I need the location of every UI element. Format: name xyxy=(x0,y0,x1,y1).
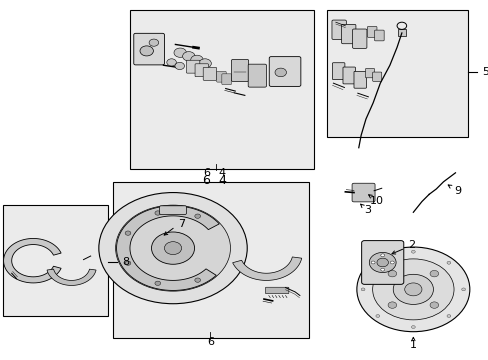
Circle shape xyxy=(429,302,438,308)
Circle shape xyxy=(356,247,469,332)
Bar xyxy=(130,10,314,169)
Circle shape xyxy=(164,242,181,255)
Circle shape xyxy=(387,302,396,308)
Circle shape xyxy=(151,232,194,264)
FancyBboxPatch shape xyxy=(352,29,366,48)
Circle shape xyxy=(446,261,450,264)
Circle shape xyxy=(410,325,414,328)
Polygon shape xyxy=(116,206,219,291)
Text: 3: 3 xyxy=(363,206,370,216)
Circle shape xyxy=(115,205,230,291)
Circle shape xyxy=(429,270,438,277)
Text: 4: 4 xyxy=(218,174,226,186)
Polygon shape xyxy=(3,238,61,283)
Circle shape xyxy=(372,259,453,320)
Bar xyxy=(326,10,468,137)
Bar xyxy=(113,182,309,338)
Circle shape xyxy=(194,214,200,218)
FancyBboxPatch shape xyxy=(195,64,208,77)
FancyBboxPatch shape xyxy=(269,57,300,86)
FancyBboxPatch shape xyxy=(134,33,164,65)
FancyBboxPatch shape xyxy=(372,72,381,81)
FancyBboxPatch shape xyxy=(397,29,406,36)
Circle shape xyxy=(380,268,384,271)
FancyBboxPatch shape xyxy=(231,59,248,81)
Circle shape xyxy=(370,261,374,264)
FancyBboxPatch shape xyxy=(222,74,231,85)
Circle shape xyxy=(392,274,432,305)
FancyBboxPatch shape xyxy=(374,30,384,41)
Text: 6: 6 xyxy=(206,337,213,347)
FancyBboxPatch shape xyxy=(341,24,355,44)
Text: 6: 6 xyxy=(202,174,210,186)
Text: 5: 5 xyxy=(481,67,488,77)
Polygon shape xyxy=(47,269,96,285)
FancyBboxPatch shape xyxy=(366,27,376,37)
Circle shape xyxy=(376,258,387,267)
Polygon shape xyxy=(232,257,301,280)
Text: 8: 8 xyxy=(122,257,129,267)
Circle shape xyxy=(361,288,364,291)
Circle shape xyxy=(155,281,161,285)
Circle shape xyxy=(140,46,153,56)
FancyBboxPatch shape xyxy=(353,71,366,88)
Circle shape xyxy=(199,59,211,68)
Circle shape xyxy=(175,62,184,69)
FancyBboxPatch shape xyxy=(342,67,355,84)
Circle shape xyxy=(461,288,465,291)
Text: 2: 2 xyxy=(407,240,414,250)
FancyBboxPatch shape xyxy=(265,287,288,294)
Circle shape xyxy=(166,59,176,66)
Circle shape xyxy=(125,261,131,265)
Circle shape xyxy=(99,193,247,304)
FancyBboxPatch shape xyxy=(216,71,226,82)
Circle shape xyxy=(194,278,200,282)
Circle shape xyxy=(404,283,421,296)
Circle shape xyxy=(446,315,450,318)
Circle shape xyxy=(149,39,158,46)
Circle shape xyxy=(410,250,414,253)
FancyBboxPatch shape xyxy=(332,63,344,80)
FancyBboxPatch shape xyxy=(248,64,266,87)
Text: 7: 7 xyxy=(178,219,185,229)
FancyBboxPatch shape xyxy=(203,67,216,80)
Circle shape xyxy=(387,270,396,277)
FancyBboxPatch shape xyxy=(365,68,374,78)
FancyBboxPatch shape xyxy=(159,206,186,215)
FancyBboxPatch shape xyxy=(186,60,200,73)
Circle shape xyxy=(190,55,203,64)
Circle shape xyxy=(274,68,286,77)
Bar xyxy=(3,205,108,316)
Circle shape xyxy=(125,231,131,235)
Circle shape xyxy=(368,252,395,273)
Circle shape xyxy=(389,261,393,264)
Text: 4: 4 xyxy=(218,168,225,178)
Circle shape xyxy=(380,254,384,257)
FancyBboxPatch shape xyxy=(351,183,374,202)
Circle shape xyxy=(375,315,379,318)
Text: 1: 1 xyxy=(409,340,416,350)
Circle shape xyxy=(182,51,195,61)
Text: 10: 10 xyxy=(369,196,383,206)
Circle shape xyxy=(375,261,379,264)
FancyBboxPatch shape xyxy=(331,20,346,40)
Text: 6: 6 xyxy=(203,168,210,178)
Circle shape xyxy=(174,48,186,57)
Circle shape xyxy=(155,211,161,215)
Text: 9: 9 xyxy=(453,186,460,196)
FancyBboxPatch shape xyxy=(361,240,403,284)
